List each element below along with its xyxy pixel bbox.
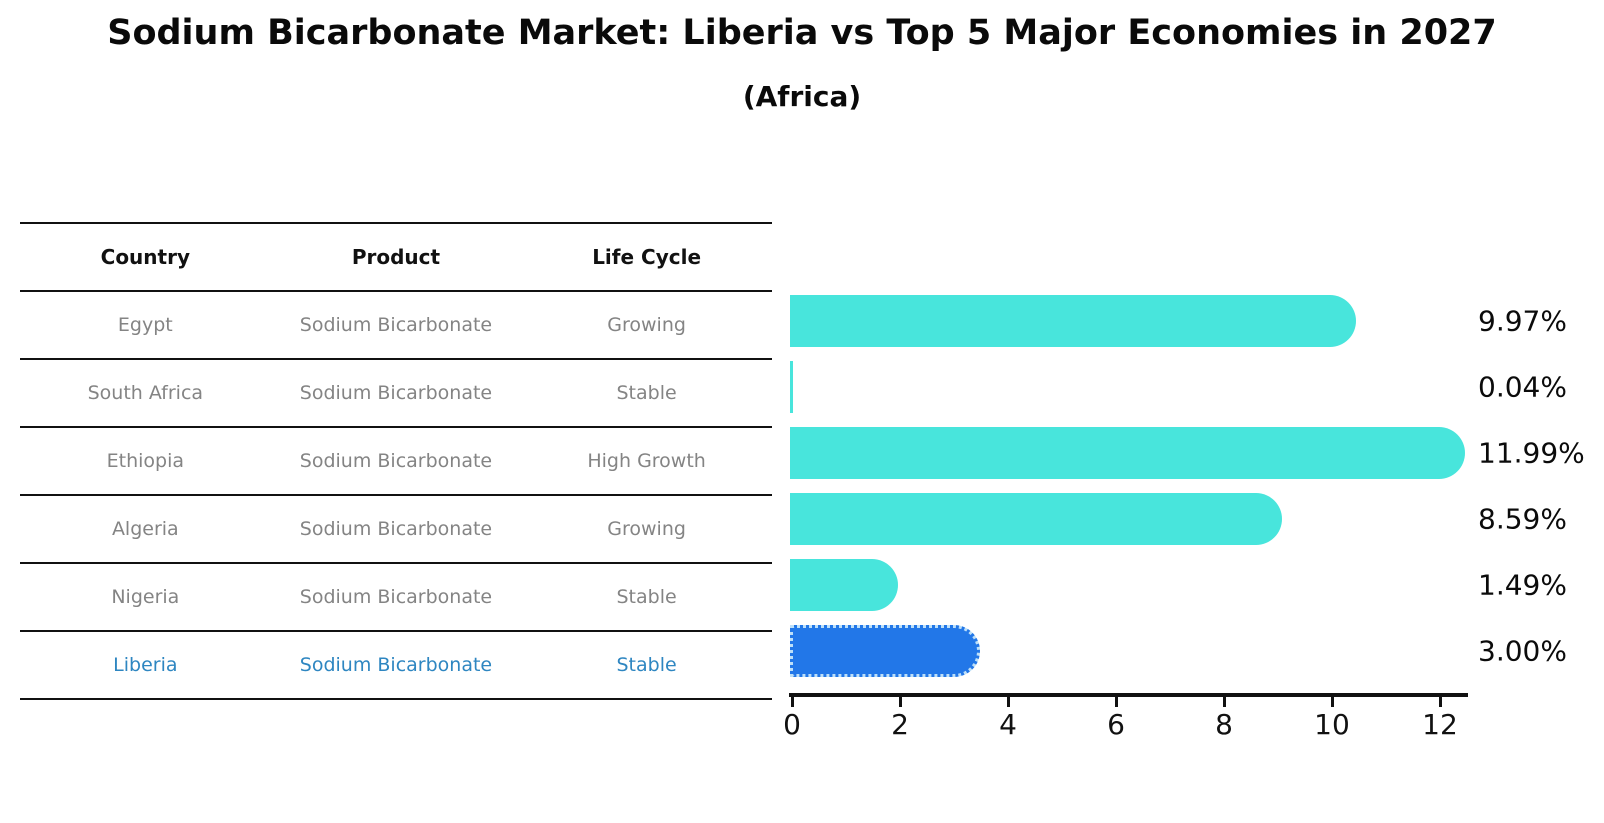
chart-title: Sodium Bicarbonate Market: Liberia vs To… [107, 13, 1497, 53]
x-tick-label-10: 10 [1314, 708, 1350, 741]
x-axis-line [789, 693, 1468, 697]
cell-country: Ethiopia [106, 450, 185, 472]
x-tick-label-0: 0 [783, 708, 801, 741]
cell-life-cycle: Stable [616, 586, 677, 608]
table-row-algeria: Algeria Sodium Bicarbonate Growing [20, 496, 772, 564]
bar-value-label-south-africa: 0.04% [1478, 370, 1567, 404]
bar-value-label-ethiopia: 11.99% [1478, 436, 1585, 470]
cell-life-cycle: Growing [607, 314, 686, 336]
bar-nigeria [790, 559, 899, 611]
cell-life-cycle: Growing [607, 518, 686, 540]
x-tick-label-12: 12 [1422, 708, 1458, 741]
column-header-life-cycle: Life Cycle [592, 245, 702, 269]
chart-subtitle: (Africa) [742, 80, 862, 113]
bar-egypt [790, 295, 1357, 347]
table-header-row: Country Product Life Cycle [20, 224, 772, 292]
cell-product: Sodium Bicarbonate [299, 654, 493, 676]
cell-life-cycle: Stable [616, 654, 677, 676]
bar-liberia [790, 625, 980, 677]
column-header-country: Country [100, 245, 190, 269]
cell-product: Sodium Bicarbonate [299, 450, 493, 472]
cell-product: Sodium Bicarbonate [299, 586, 493, 608]
bar-value-label-algeria: 8.59% [1478, 502, 1567, 536]
x-tick-label-4: 4 [999, 708, 1017, 741]
x-tick-mark-10 [1330, 697, 1334, 707]
country-table: Country Product Life Cycle Egypt Sodium … [20, 222, 772, 700]
cell-country: Nigeria [111, 586, 180, 608]
x-tick-mark-4 [1006, 697, 1010, 707]
bar-value-label-nigeria: 1.49% [1478, 568, 1567, 602]
table-row-egypt: Egypt Sodium Bicarbonate Growing [20, 292, 772, 360]
table-row-nigeria: Nigeria Sodium Bicarbonate Stable [20, 564, 772, 632]
cell-life-cycle: High Growth [587, 450, 706, 472]
x-tick-mark-0 [790, 697, 794, 707]
bar-value-label-liberia: 3.00% [1478, 634, 1567, 668]
x-tick-mark-2 [898, 697, 902, 707]
table-row-south-africa: South Africa Sodium Bicarbonate Stable [20, 360, 772, 428]
x-tick-label-6: 6 [1107, 708, 1125, 741]
cell-country: Egypt [117, 314, 173, 336]
cell-product: Sodium Bicarbonate [299, 382, 493, 404]
bar-algeria [790, 493, 1282, 545]
x-tick-label-8: 8 [1215, 708, 1233, 741]
cell-country: Algeria [111, 518, 179, 540]
table-row-liberia: Liberia Sodium Bicarbonate Stable [20, 632, 772, 700]
bar-south-africa [790, 361, 793, 413]
table-row-ethiopia: Ethiopia Sodium Bicarbonate High Growth [20, 428, 772, 496]
cell-product: Sodium Bicarbonate [299, 518, 493, 540]
x-tick-mark-8 [1222, 697, 1226, 707]
cell-product: Sodium Bicarbonate [299, 314, 493, 336]
x-tick-mark-6 [1114, 697, 1118, 707]
cell-life-cycle: Stable [616, 382, 677, 404]
bar-ethiopia [790, 427, 1466, 479]
x-tick-label-2: 2 [891, 708, 909, 741]
bar-value-label-egypt: 9.97% [1478, 304, 1567, 338]
cell-country: Liberia [113, 654, 178, 676]
x-tick-mark-12 [1438, 697, 1442, 707]
column-header-product: Product [351, 245, 441, 269]
cell-country: South Africa [87, 382, 204, 404]
